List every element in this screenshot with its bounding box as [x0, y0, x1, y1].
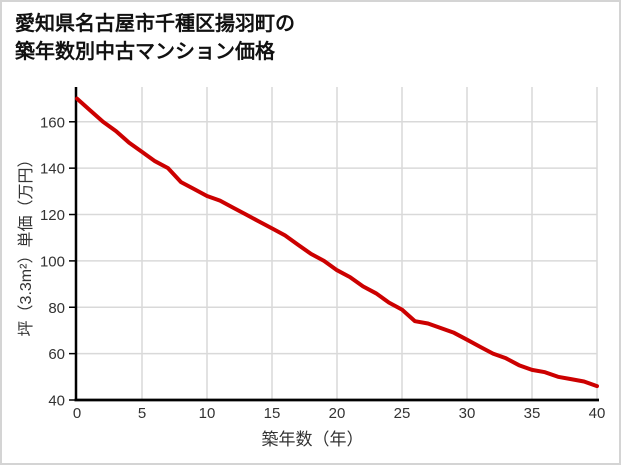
chart-title: 愛知県名古屋市千種区揚羽町の 築年数別中古マンション価格: [15, 10, 295, 66]
chart-title-line1: 愛知県名古屋市千種区揚羽町の: [15, 13, 295, 35]
chart-title-line2: 築年数別中古マンション価格: [15, 41, 275, 63]
x-tick-label: 5: [138, 405, 146, 422]
price-line: [75, 96, 599, 389]
y-tick-label: 120: [40, 207, 65, 224]
x-tick-label: 25: [394, 405, 411, 422]
x-tick-label: 35: [524, 405, 541, 422]
y-axis-label: 坪（3.3m²）単価（万円）: [18, 151, 35, 337]
x-tick-label: 40: [589, 405, 606, 422]
x-tick-label: 0: [73, 405, 81, 422]
y-tick-label: 40: [48, 393, 65, 410]
x-tick-label: 20: [329, 405, 346, 422]
x-axis-label: 築年数（年）: [261, 430, 364, 449]
y-tick-label: 160: [40, 114, 65, 131]
x-tick-label: 30: [459, 405, 476, 422]
y-tick-label: 100: [40, 253, 65, 270]
x-tick-label: 10: [199, 405, 216, 422]
x-tick-label: 15: [264, 405, 281, 422]
y-tick-label: 80: [48, 300, 65, 317]
y-tick-label: 140: [40, 161, 65, 178]
y-tick-label: 60: [48, 346, 65, 363]
